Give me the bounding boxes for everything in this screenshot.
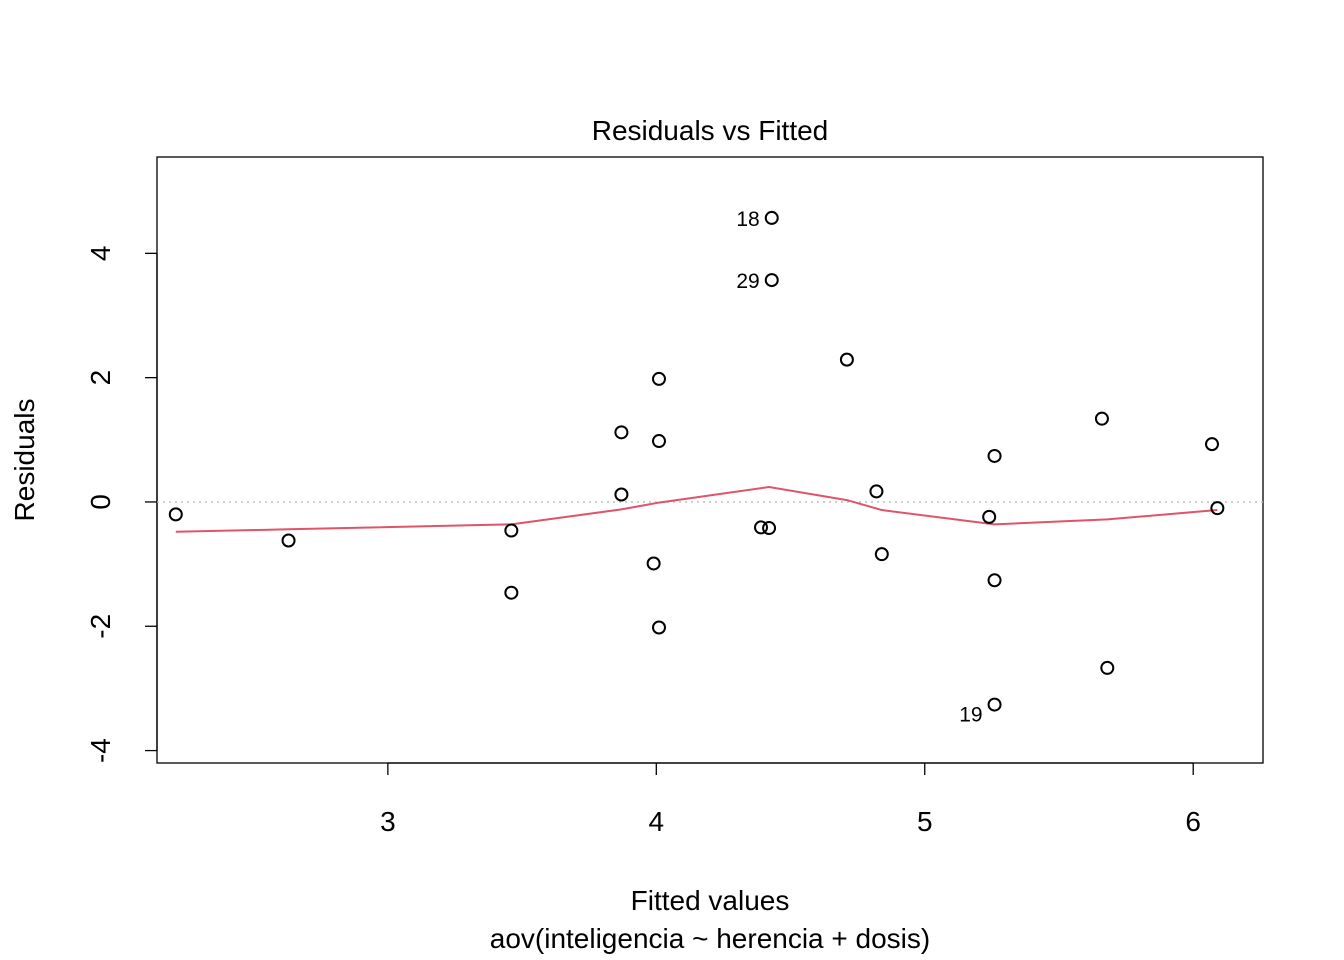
residual-point <box>168 507 183 522</box>
y-axis-label: Residuals <box>9 399 40 522</box>
y-axis: -4 -2 0 2 4 <box>85 246 158 763</box>
residual-points <box>168 210 1225 712</box>
outlier-label: 19 <box>959 704 982 727</box>
smooth-trend-line <box>175 486 1218 533</box>
residual-point <box>281 533 296 548</box>
y-tick-label: 2 <box>85 370 116 386</box>
residual-point <box>869 484 884 499</box>
x-tick-label: 6 <box>1185 806 1201 837</box>
y-tick-label: -2 <box>85 614 116 639</box>
residual-point <box>1210 501 1225 516</box>
residual-point <box>987 448 1002 463</box>
residual-point <box>1204 437 1219 452</box>
residual-point <box>504 585 519 600</box>
residual-point <box>614 425 629 440</box>
residual-point <box>764 210 779 225</box>
residual-point <box>874 547 889 562</box>
residual-point <box>754 520 769 535</box>
residual-point <box>646 556 661 571</box>
residual-point <box>1094 411 1109 426</box>
residual-point <box>614 487 629 502</box>
residual-point <box>987 697 1002 712</box>
residual-point <box>987 573 1002 588</box>
residual-point <box>839 352 854 367</box>
residual-point <box>651 371 666 386</box>
residual-point <box>982 509 997 524</box>
residual-point <box>764 273 779 288</box>
outlier-label: 29 <box>736 270 759 293</box>
x-tick-label: 4 <box>649 806 665 837</box>
residual-point <box>762 521 777 536</box>
outlier-label: 18 <box>736 208 759 231</box>
x-axis: 3 4 5 6 <box>380 762 1201 837</box>
x-axis-subtitle: aov(inteligencia ~ herencia + dosis) <box>490 923 930 954</box>
residual-point <box>1100 660 1115 675</box>
x-tick-label: 3 <box>380 806 396 837</box>
y-tick-label: -4 <box>85 738 116 763</box>
x-tick-label: 5 <box>917 806 933 837</box>
residual-point <box>504 523 519 538</box>
outlier-labels: 18 29 19 <box>736 208 982 727</box>
x-axis-label: Fitted values <box>631 885 790 916</box>
residual-point <box>651 620 666 635</box>
residual-point <box>651 434 666 449</box>
y-tick-label: 0 <box>85 494 116 510</box>
chart-title: Residuals vs Fitted <box>592 115 829 146</box>
plot-frame <box>156 156 1264 764</box>
y-tick-label: 4 <box>85 246 116 262</box>
